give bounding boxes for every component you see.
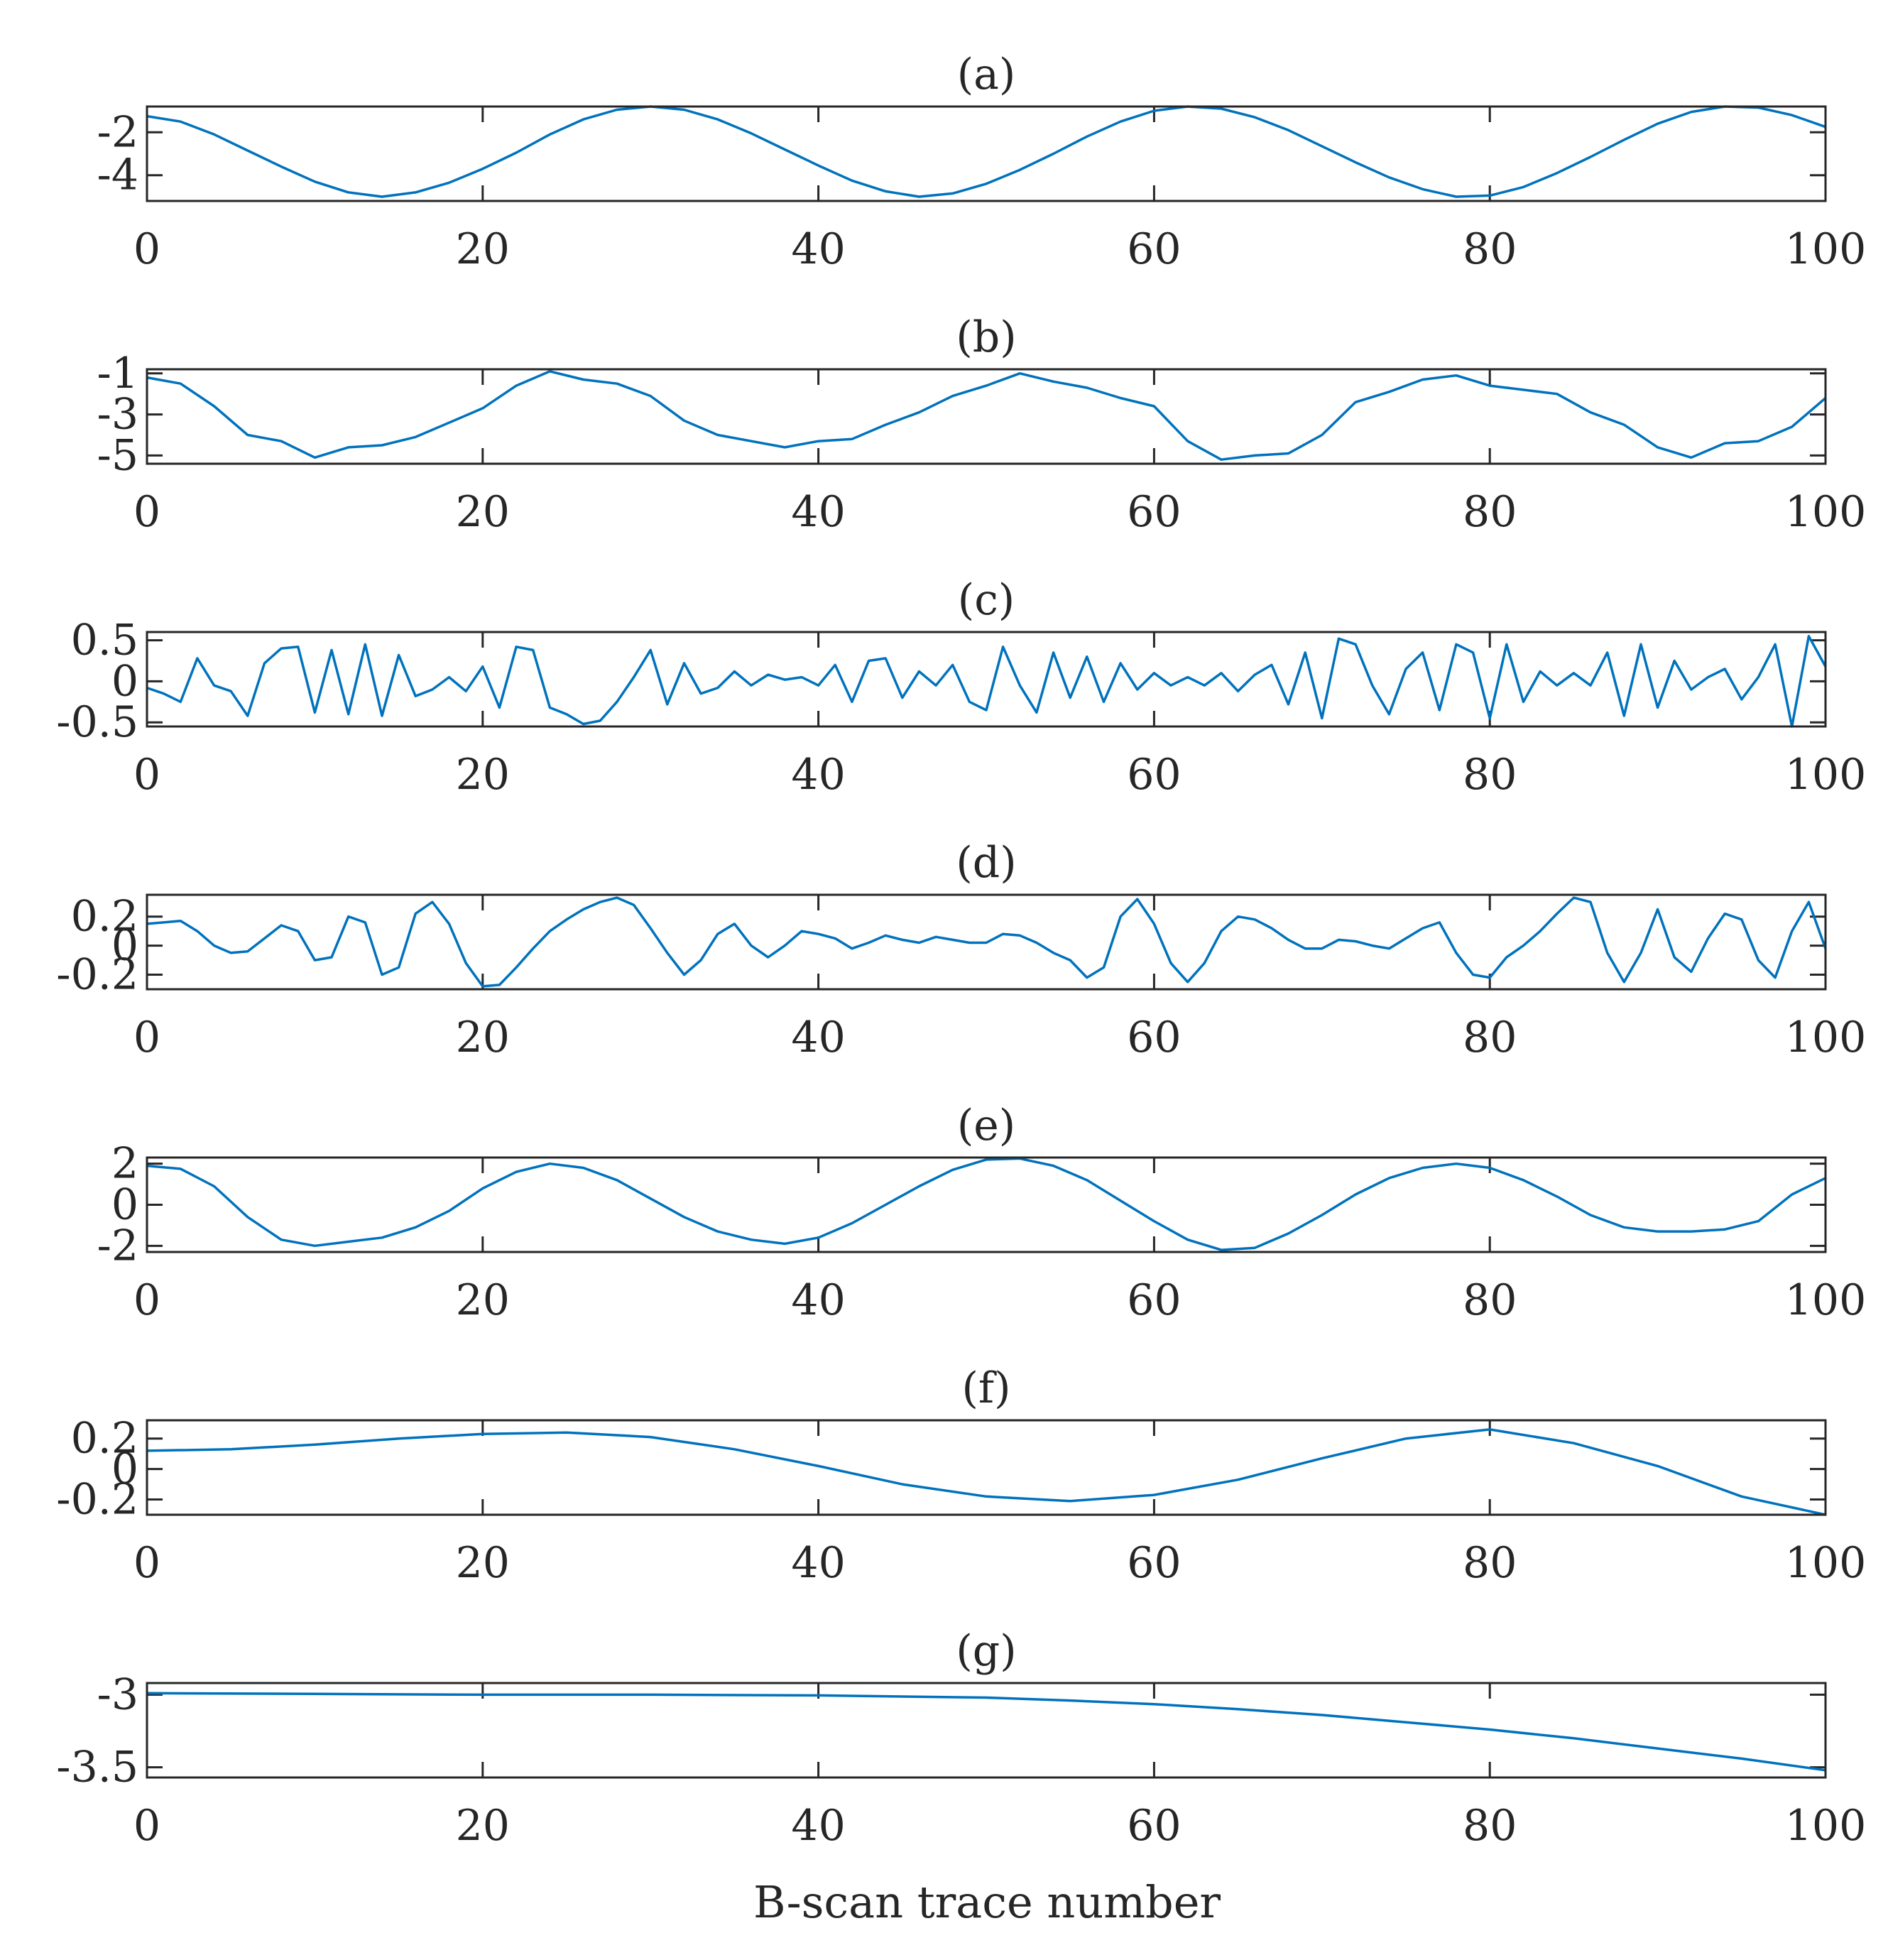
x-tick-label: 0 <box>133 750 160 800</box>
y-tick-label: -5 <box>97 430 138 480</box>
y-tick-label: -4 <box>97 151 138 200</box>
axes-frame <box>146 1419 1827 1516</box>
panel-title: (c) <box>958 575 1015 625</box>
series-line <box>146 896 1827 988</box>
x-tick-label: 100 <box>1785 1801 1867 1851</box>
x-tick-label: 80 <box>1463 1801 1517 1851</box>
series-line <box>146 1692 1826 1772</box>
panel-title: (g) <box>956 1626 1016 1676</box>
x-tick-label: 80 <box>1463 224 1517 274</box>
x-tick-label: 60 <box>1127 224 1181 274</box>
y-tick-label: 0 <box>111 1444 138 1494</box>
x-tick-label: 40 <box>791 1013 845 1062</box>
y-tick-label: 0.2 <box>71 1414 138 1464</box>
x-tick-label: 80 <box>1463 1013 1517 1062</box>
x-tick-label: 100 <box>1785 1275 1867 1325</box>
y-tick-label: 0.5 <box>71 616 138 665</box>
y-tick-label: 0.2 <box>71 892 138 942</box>
x-tick-label: 40 <box>791 1538 845 1588</box>
y-tick-label: -3 <box>97 1670 138 1719</box>
y-tick-label: -0.2 <box>56 1475 138 1525</box>
y-tick-label: 0 <box>111 921 138 971</box>
axes-frame <box>146 368 1827 465</box>
panel-title: (b) <box>956 312 1016 362</box>
y-tick-label: -0.2 <box>56 950 138 1000</box>
x-tick-label: 0 <box>133 1538 160 1588</box>
x-tick-label: 100 <box>1785 1013 1867 1062</box>
y-tick-label: -2 <box>97 107 138 157</box>
x-tick-label: 0 <box>133 1275 160 1325</box>
y-tick-label: 2 <box>111 1139 138 1189</box>
x-tick-label: 20 <box>456 1801 510 1851</box>
x-tick-label: 60 <box>1127 1275 1181 1325</box>
panel-title: (a) <box>957 50 1016 99</box>
x-tick-label: 80 <box>1463 1538 1517 1588</box>
y-tick-label: 0 <box>111 656 138 706</box>
x-tick-label: 20 <box>456 224 510 274</box>
x-tick-label: 60 <box>1127 1801 1181 1851</box>
x-tick-label: 20 <box>456 750 510 800</box>
x-tick-label: 80 <box>1463 487 1517 537</box>
x-tick-label: 80 <box>1463 1275 1517 1325</box>
x-tick-label: 0 <box>133 224 160 274</box>
series-line <box>146 1157 1826 1251</box>
x-tick-label: 100 <box>1785 1538 1867 1588</box>
y-tick-label: -3.5 <box>56 1743 138 1792</box>
x-tick-label: 60 <box>1127 487 1181 537</box>
x-tick-label: 40 <box>791 1801 845 1851</box>
panel-title: (f) <box>961 1363 1010 1413</box>
x-axis-label: B-scan trace number <box>753 1876 1221 1928</box>
subplot-panels: (a)0 20 40 60 80 100-2-4(b)0 20 40 60 80 100-1-3-5… <box>56 50 1866 1851</box>
x-tick-label: 60 <box>1127 1538 1181 1588</box>
series-line <box>146 105 1826 198</box>
panel-7: (g) 0 20 40 60 80 100 -3 -3.5 <box>56 1626 1866 1851</box>
panel-1: (a) 0 20 40 60 80 100 -2-4 <box>97 50 1867 274</box>
y-tick-label: 0 <box>111 1180 138 1230</box>
y-tick-label: -2 <box>97 1221 138 1270</box>
x-tick-label: 20 <box>456 1013 510 1062</box>
axes-frame <box>146 1682 1827 1779</box>
series-line <box>146 1428 1826 1516</box>
x-tick-label: 60 <box>1127 750 1181 800</box>
x-tick-label: 60 <box>1127 1013 1181 1062</box>
series-line <box>146 635 1827 728</box>
y-tick-label: -1 <box>97 349 138 398</box>
panel-2: (b) 0 20 40 60 80 100 -1-3-5 <box>97 312 1867 537</box>
x-tick-label: 100 <box>1785 487 1867 537</box>
series-line <box>146 370 1827 461</box>
x-tick-label: 100 <box>1785 750 1867 800</box>
x-tick-label: 80 <box>1463 750 1517 800</box>
axes-frame <box>146 893 1827 991</box>
x-tick-label: 20 <box>456 1275 510 1325</box>
x-tick-label: 0 <box>133 1801 160 1851</box>
x-tick-label: 20 <box>456 487 510 537</box>
y-tick-label: -3 <box>97 390 138 440</box>
panel-title: (d) <box>956 838 1016 888</box>
panel-title: (e) <box>957 1101 1015 1150</box>
y-tick-label: -0.5 <box>56 697 138 747</box>
x-tick-label: 40 <box>791 750 845 800</box>
x-tick-label: 40 <box>791 224 845 274</box>
x-tick-label: 20 <box>456 1538 510 1588</box>
axes-frame <box>146 631 1827 728</box>
axes-frame <box>146 105 1827 202</box>
x-tick-label: 0 <box>133 487 160 537</box>
x-tick-label: 40 <box>791 1275 845 1325</box>
axes-frame <box>146 1156 1827 1253</box>
x-tick-label: 0 <box>133 1013 160 1062</box>
x-tick-label: 40 <box>791 487 845 537</box>
x-tick-label: 100 <box>1785 224 1867 274</box>
